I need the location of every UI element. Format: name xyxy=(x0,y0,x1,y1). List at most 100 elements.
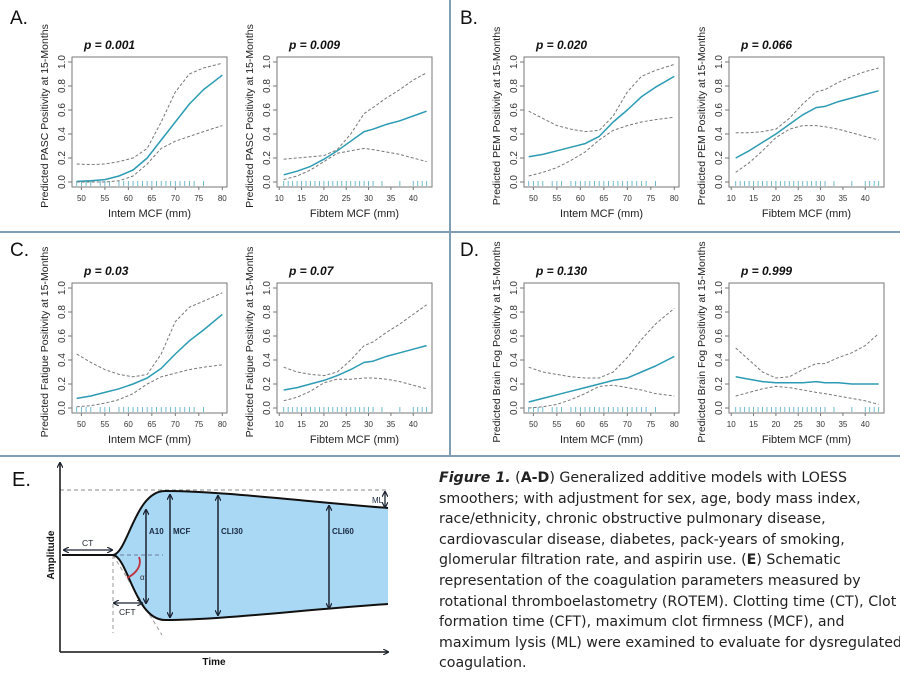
chart-b-intem: 0.0 0.2 0.4 0.6 0.8 1.0 50 55 60 65 70 75 80 p = 0.02… xyxy=(491,27,680,220)
x-tick-label: 75 xyxy=(194,420,203,429)
x-axis-label: Fibtem MCF (mm) xyxy=(310,208,399,220)
x-tick-label: 75 xyxy=(646,420,655,429)
x-tick-label: 60 xyxy=(124,420,133,429)
caption-segment: A-D xyxy=(520,470,550,486)
y-tick-label: 0.6 xyxy=(714,329,725,343)
confidence-bound-lower xyxy=(283,377,427,402)
x-tick-label: 50 xyxy=(77,194,86,203)
y-tick-label: 0.2 xyxy=(57,151,68,165)
x-tick-label: 75 xyxy=(646,194,655,203)
x-tick-label: 50 xyxy=(529,420,538,429)
caption-segment: smoothers; with adjustment for sex, age,… xyxy=(439,490,861,507)
x-tick-label: 30 xyxy=(364,420,373,429)
x-tick-label: 25 xyxy=(342,420,351,429)
plot-frame xyxy=(71,282,228,414)
x-tick-label: 55 xyxy=(100,420,109,429)
y-tick-label: 0.2 xyxy=(509,151,520,165)
fitted-curve xyxy=(735,90,879,159)
caption-line: coagulation. xyxy=(439,653,899,674)
x-axis-label: Fibtem MCF (mm) xyxy=(310,434,399,446)
x-tick-label: 20 xyxy=(771,194,780,203)
y-tick-label: 0.4 xyxy=(262,353,273,367)
y-tick-label: 0.2 xyxy=(262,377,273,391)
confidence-bound-upper xyxy=(528,63,675,133)
confidence-bound-lower xyxy=(735,125,879,173)
panel-divider-vertical xyxy=(449,0,451,456)
y-axis-label: Predicted Fatigue Positivity at 15-Month… xyxy=(39,247,51,438)
confidence-bound-upper xyxy=(528,308,675,379)
x-tick-label: 30 xyxy=(816,194,825,203)
y-tick-label: 0.8 xyxy=(714,305,725,319)
a10-label: A10 xyxy=(149,527,164,536)
x-tick-label: 75 xyxy=(194,194,203,203)
chart-a-fibtem: 0.0 0.2 0.4 0.6 0.8 1.0 10 15 20 25 30 35 40 p = 0.00… xyxy=(244,24,433,220)
p-value-label: p = 0.03 xyxy=(83,264,129,278)
caption-segment: cardiovascular disease, diabetes, pack-y… xyxy=(439,531,845,548)
y-tick-label: 0.0 xyxy=(262,175,273,189)
confidence-bound-upper xyxy=(283,304,427,377)
y-tick-label: 0.2 xyxy=(57,377,68,391)
x-tick-label: 25 xyxy=(794,420,803,429)
x-axis-label: Fibtem MCF (mm) xyxy=(762,208,851,220)
caption-line: rotational thromboelastometry (ROTEM). C… xyxy=(439,592,899,613)
caption-segment: maximum lysis (ML) were examined to eval… xyxy=(439,634,900,651)
x-tick-label: 55 xyxy=(552,420,561,429)
y-tick-label: 0.4 xyxy=(57,127,68,141)
confidence-bound-upper xyxy=(76,62,223,166)
x-tick-label: 15 xyxy=(749,194,758,203)
chart-c-fibtem: 0.0 0.2 0.4 0.6 0.8 1.0 10 15 20 25 30 35 40 p = 0.07… xyxy=(244,247,433,446)
x-tick-label: 55 xyxy=(100,194,109,203)
ct-label: CT xyxy=(82,538,93,548)
rotem-schematic-diagram: E. α CT CFT A10 MCF CLI30 CLI60 ML Ampli… xyxy=(12,455,430,668)
caption-segment: rotational thromboelastometry (ROTEM). C… xyxy=(439,593,897,610)
p-value-label: p = 0.130 xyxy=(535,264,587,278)
caption-segment: formation time (CFT), maximum clot firmn… xyxy=(439,614,845,631)
alpha-angle-arc xyxy=(126,556,141,579)
y-tick-label: 1.0 xyxy=(57,55,68,69)
caption-line: race/ethnicity, chronic obstructive pulm… xyxy=(439,509,899,530)
caption-segment: coagulation. xyxy=(439,655,527,672)
alpha-label: α xyxy=(140,573,145,582)
confidence-bound-upper xyxy=(735,333,879,379)
y-tick-label: 0.6 xyxy=(57,329,68,343)
fitted-curve xyxy=(76,74,223,183)
cli30-label: CLI30 xyxy=(221,527,243,536)
x-tick-label: 40 xyxy=(861,420,870,429)
confidence-bound-lower xyxy=(283,147,427,181)
x-tick-label: 35 xyxy=(838,420,847,429)
y-tick-label: 0.8 xyxy=(509,79,520,93)
confidence-bound-lower xyxy=(735,385,879,405)
x-tick-label: 15 xyxy=(297,420,306,429)
confidence-bound-upper xyxy=(76,292,223,378)
fitted-curve xyxy=(528,355,675,403)
y-tick-label: 1.0 xyxy=(57,281,68,295)
plot-frame xyxy=(728,56,885,188)
panel-label: A. xyxy=(10,8,28,29)
clot-envelope-curve xyxy=(62,489,389,622)
confidence-bound-lower xyxy=(528,384,675,409)
time-axis-label: Time xyxy=(202,657,226,668)
x-axis-label: Intem MCF (mm) xyxy=(108,208,191,220)
y-axis-label: Predicted PEM Positivity at 15-Months xyxy=(696,27,708,206)
panel-label: B. xyxy=(460,8,478,29)
chart-b-fibtem: 0.0 0.2 0.4 0.6 0.8 1.0 10 15 20 25 30 35 40 p = 0.06… xyxy=(696,27,885,220)
y-tick-label: 0.8 xyxy=(262,79,273,93)
x-tick-label: 65 xyxy=(147,420,156,429)
x-tick-label: 65 xyxy=(147,194,156,203)
fitted-curve xyxy=(528,75,675,158)
y-tick-label: 0.6 xyxy=(509,329,520,343)
y-tick-label: 1.0 xyxy=(262,281,273,295)
panel-label: D. xyxy=(460,240,479,261)
figure-caption: Figure 1. (A-D) Generalized additive mod… xyxy=(439,468,900,674)
y-tick-label: 0.0 xyxy=(57,401,68,415)
y-axis-label: Predicted PEM Positivity at 15-Months xyxy=(491,27,503,206)
y-tick-label: 1.0 xyxy=(714,55,725,69)
x-tick-label: 40 xyxy=(409,194,418,203)
figure-panels-a-d: A. B. C. D. 0.0 0.2 0.4 0.6 0.8 1.0 50 55 60 65 70 75 80… xyxy=(10,8,885,446)
x-tick-label: 25 xyxy=(794,194,803,203)
y-tick-label: 0.6 xyxy=(509,103,520,117)
x-tick-label: 30 xyxy=(364,194,373,203)
x-tick-label: 65 xyxy=(599,194,608,203)
y-tick-label: 0.4 xyxy=(509,127,520,141)
x-tick-label: 80 xyxy=(670,420,679,429)
